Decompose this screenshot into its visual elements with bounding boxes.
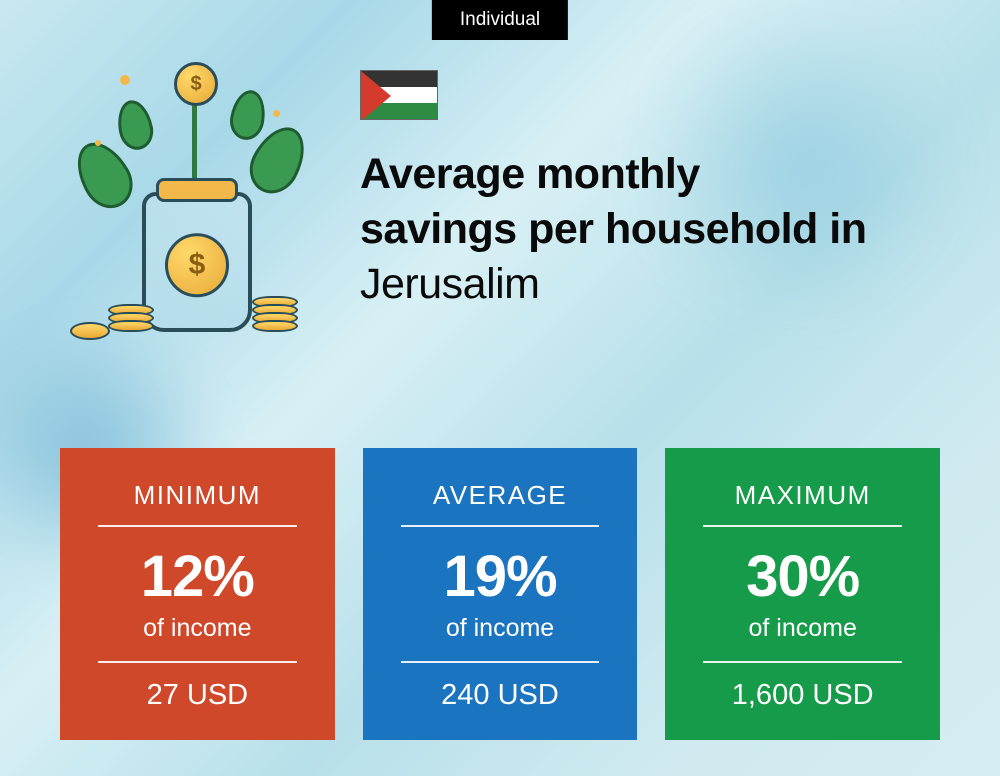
header: $ $ Average monthly savings per househol…: [60, 70, 940, 350]
jar-icon: $: [142, 192, 252, 332]
coin-stack-icon: [108, 308, 154, 332]
stat-card-minimum: MINIMUM 12% of income 27 USD: [60, 448, 335, 740]
card-amount: 1,600 USD: [693, 663, 912, 712]
coin-stack-icon: [252, 300, 298, 332]
title-location: Jerusalim: [360, 260, 540, 308]
leaf-icon: [113, 97, 157, 153]
card-label: AVERAGE: [391, 480, 610, 525]
leaf-icon: [227, 87, 269, 142]
sparkle-icon: [273, 110, 280, 117]
card-sub: of income: [88, 614, 307, 661]
palestine-flag-icon: [360, 70, 438, 120]
page-title: Average monthly savings per household in…: [360, 147, 940, 312]
stat-cards: MINIMUM 12% of income 27 USD AVERAGE 19%…: [60, 448, 940, 740]
stat-card-maximum: MAXIMUM 30% of income 1,600 USD: [665, 448, 940, 740]
savings-jar-illustration: $ $: [60, 70, 320, 350]
title-block: Average monthly savings per household in…: [360, 70, 940, 312]
card-percent: 12%: [88, 527, 307, 614]
card-amount: 240 USD: [391, 663, 610, 712]
card-percent: 19%: [391, 527, 610, 614]
sparkle-icon: [120, 75, 130, 85]
stat-card-average: AVERAGE 19% of income 240 USD: [363, 448, 638, 740]
card-label: MAXIMUM: [693, 480, 912, 525]
card-sub: of income: [693, 614, 912, 661]
card-amount: 27 USD: [88, 663, 307, 712]
title-line2: savings per household in: [360, 205, 866, 253]
coin-icon: [70, 322, 110, 340]
coin-icon: $: [174, 62, 218, 106]
card-sub: of income: [391, 614, 610, 661]
title-line1: Average monthly: [360, 150, 700, 198]
sparkle-icon: [95, 140, 101, 146]
card-percent: 30%: [693, 527, 912, 614]
category-badge: Individual: [432, 0, 568, 40]
card-label: MINIMUM: [88, 480, 307, 525]
badge-label: Individual: [460, 9, 540, 30]
coin-icon: $: [165, 233, 229, 297]
